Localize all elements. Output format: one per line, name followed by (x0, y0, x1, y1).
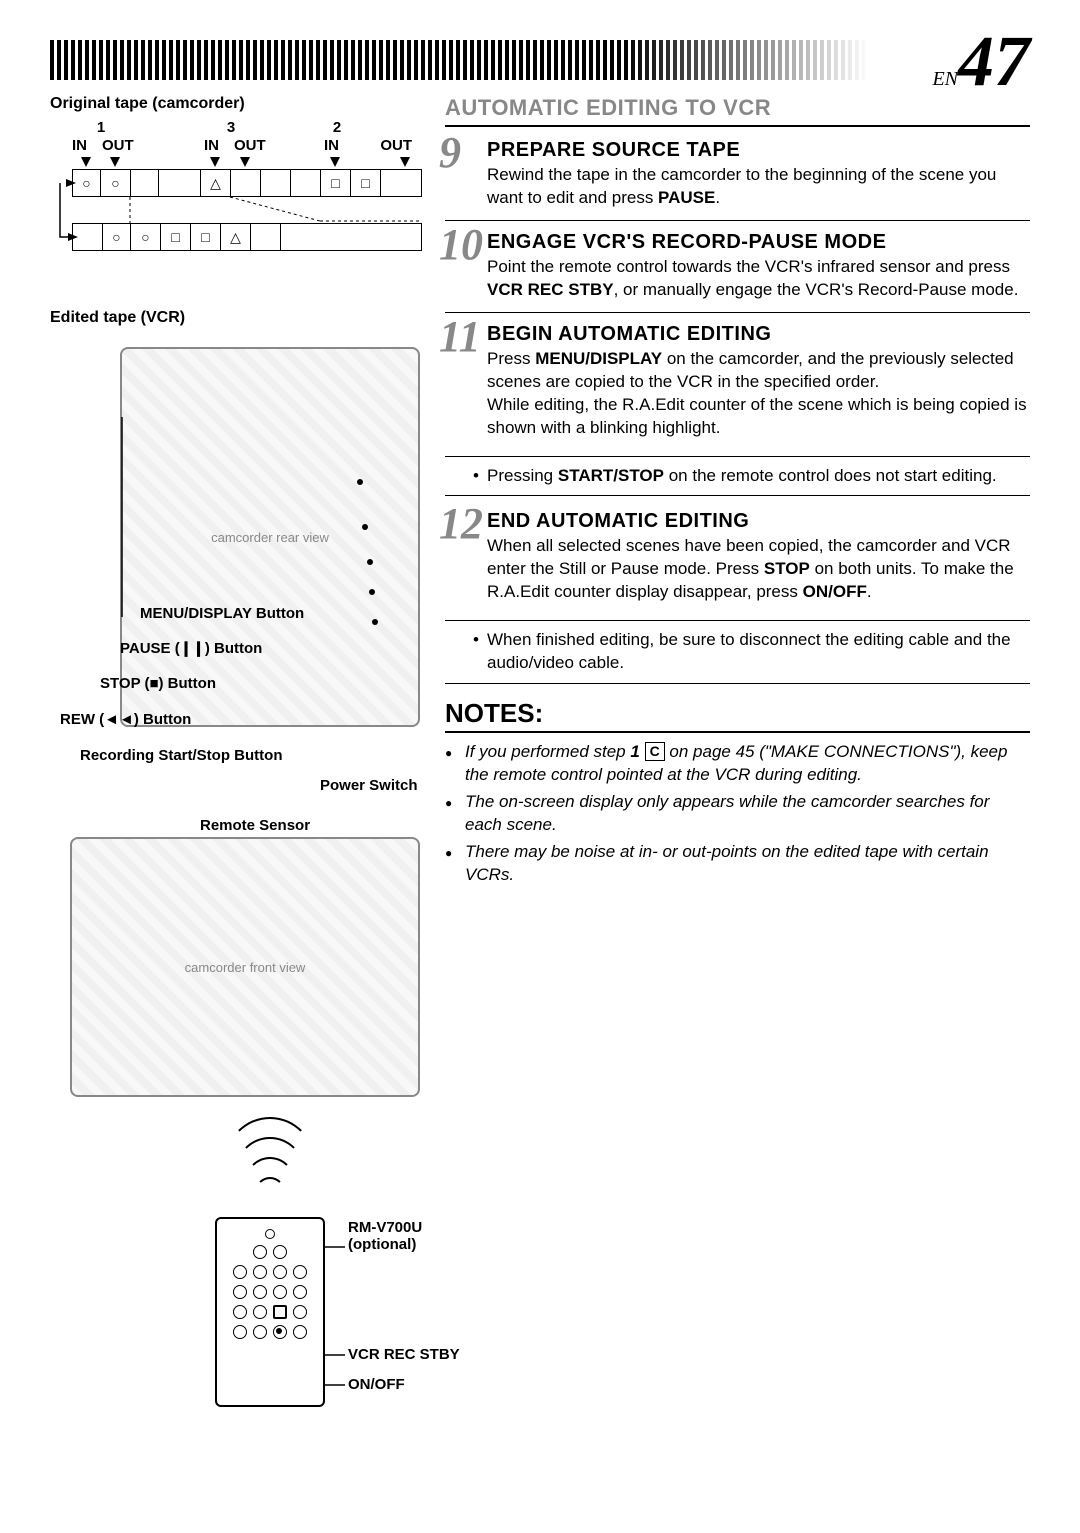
page-number: EN47 (932, 20, 1030, 103)
step-title: ENGAGE VCR'S RECORD-PAUSE MODE (487, 231, 1030, 254)
left-column: Original tape (camcorder) 1 3 2 IN OUT I… (50, 95, 430, 1407)
step-body: When all selected scenes have been copie… (487, 535, 1030, 604)
col-out-2: OUT (234, 137, 278, 154)
camcorder-front-illustration: camcorder front view (70, 837, 420, 1097)
remote-model: RM-V700U(optional) (348, 1219, 422, 1253)
notes-title: NOTES: (445, 698, 1030, 733)
marker-1: 1 (72, 119, 130, 136)
step-number: 9 (439, 131, 461, 175)
remote-vcr-rec: VCR REC STBY (348, 1346, 460, 1363)
step-title: END AUTOMATIC EDITING (487, 510, 1030, 533)
note-item: If you performed step 1 C on page 45 ("M… (445, 741, 1030, 787)
circle-icon: ○ (141, 229, 149, 245)
callout-pause: PAUSE (❙❙) Button (120, 639, 262, 657)
camcorder-diagram-1: camcorder rear view MENU/DISPLAY Button … (50, 347, 430, 807)
edited-tape-track: ○ ○ □ □ △ (72, 223, 422, 251)
step-title: PREPARE SOURCE TAPE (487, 139, 1030, 162)
col-in-3: IN (324, 137, 354, 154)
square-icon: □ (201, 229, 209, 245)
marker-2: 2 (308, 119, 366, 136)
note-12: When finished editing, be sure to discon… (445, 620, 1030, 684)
arrow-down-icon (210, 157, 220, 167)
marker-3: 3 (202, 119, 260, 136)
arrow-down-icon (110, 157, 120, 167)
callout-power: Power Switch (320, 777, 418, 794)
note-item: There may be noise at in- or out-points … (445, 841, 1030, 887)
arrow-down-icon (330, 157, 340, 167)
callout-rew: REW (◄◄) Button (60, 711, 191, 728)
original-tape-label: Original tape (camcorder) (50, 95, 430, 113)
step-12: 12 END AUTOMATIC EDITING When all select… (445, 510, 1030, 610)
arrow-down-icon (240, 157, 250, 167)
remote-diagram: Remote Sensor camcorder front view RM-V7… (50, 817, 430, 1407)
arrow-down-icon (81, 157, 91, 167)
circle-icon: ○ (112, 229, 120, 245)
col-out-1: OUT (102, 137, 162, 154)
page-num: 47 (958, 21, 1030, 101)
step-10: 10 ENGAGE VCR'S RECORD-PAUSE MODE Point … (445, 231, 1030, 313)
step-number: 11 (439, 315, 481, 359)
notes-list: If you performed step 1 C on page 45 ("M… (445, 741, 1030, 887)
note-11: Pressing START/STOP on the remote contro… (445, 456, 1030, 497)
col-in-2: IN (204, 137, 234, 154)
step-body: Rewind the tape in the camcorder to the … (487, 164, 1030, 210)
section-title: AUTOMATIC EDITING TO VCR (445, 95, 1030, 127)
vcr-rec-stby-button[interactable] (273, 1305, 287, 1319)
step-title: BEGIN AUTOMATIC EDITING (487, 323, 1030, 346)
step-number: 10 (439, 223, 483, 267)
right-column: AUTOMATIC EDITING TO VCR 9 PREPARE SOURC… (445, 95, 1030, 891)
arrow-down-icon (400, 157, 410, 167)
callout-menu-display: MENU/DISPLAY Button (140, 605, 304, 622)
tape-diagram: 1 3 2 IN OUT IN OUT IN OUT (50, 119, 430, 299)
step-9: 9 PREPARE SOURCE TAPE Rewind the tape in… (445, 139, 1030, 221)
callout-lines-icon (50, 347, 430, 807)
col-in-1: IN (72, 137, 102, 154)
col-out-3: OUT (354, 137, 412, 154)
callout-stop: STOP (■) Button (100, 675, 216, 692)
step-body: Press MENU/DISPLAY on the camcorder, and… (487, 348, 1030, 440)
remote-control (215, 1217, 325, 1407)
step-11: 11 BEGIN AUTOMATIC EDITING Press MENU/DI… (445, 323, 1030, 446)
callout-remote-sensor: Remote Sensor (200, 817, 310, 834)
callout-rec: Recording Start/Stop Button (80, 747, 283, 764)
remote-led-icon (265, 1229, 275, 1239)
remote-onoff: ON/OFF (348, 1376, 405, 1393)
onoff-button[interactable] (293, 1325, 307, 1339)
header-stripes (50, 40, 870, 80)
step-number: 12 (439, 502, 483, 546)
page-lang: EN (932, 68, 958, 90)
note-item: The on-screen display only appears while… (445, 791, 1030, 837)
square-icon: □ (171, 229, 179, 245)
step-body: Point the remote control towards the VCR… (487, 256, 1030, 302)
triangle-icon: △ (230, 229, 241, 246)
edited-tape-label: Edited tape (VCR) (50, 309, 430, 327)
ir-waves-icon (225, 1117, 315, 1207)
page-header: EN47 (50, 40, 1030, 90)
